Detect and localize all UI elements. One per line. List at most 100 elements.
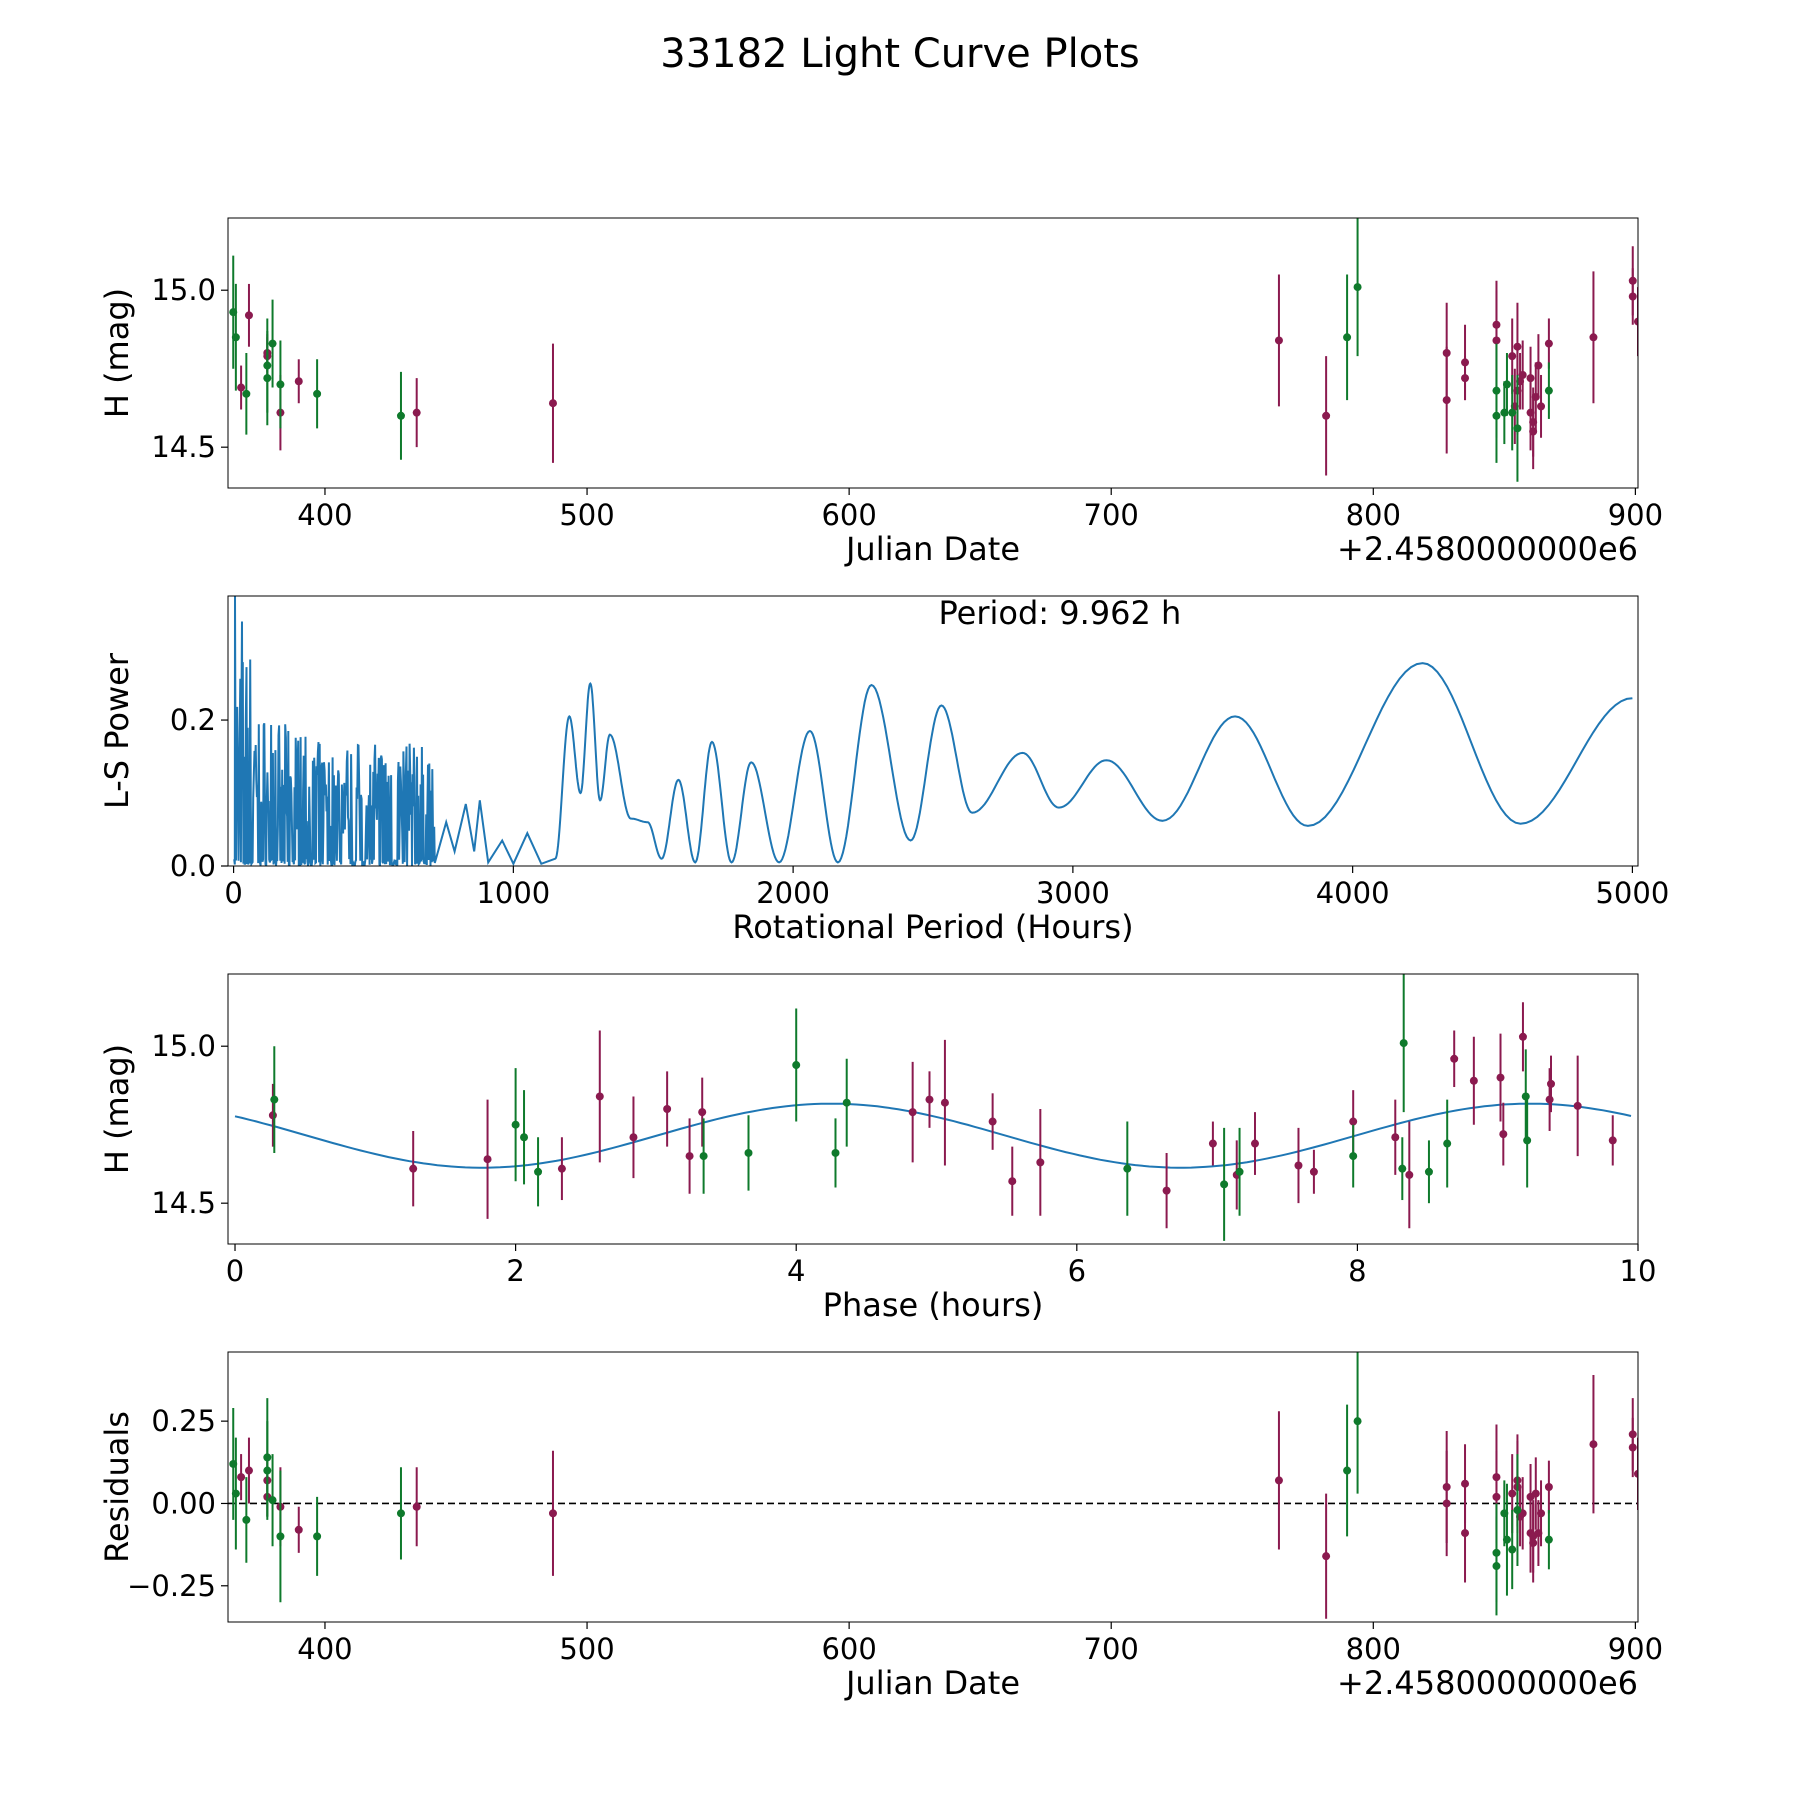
data-point — [1349, 1152, 1358, 1161]
data-point — [842, 1098, 851, 1107]
x-tick-label: 6 — [1068, 1254, 1086, 1288]
data-point — [1274, 336, 1283, 345]
data-point — [242, 1515, 251, 1524]
data-point — [1492, 411, 1501, 420]
data-point — [1521, 1092, 1530, 1101]
data-point — [1589, 1440, 1598, 1449]
x-tick-label: 4000 — [1316, 876, 1390, 910]
y-axis-label: L-S Power — [98, 652, 136, 809]
data-point — [1398, 1164, 1407, 1173]
data-point — [1492, 1562, 1501, 1571]
axes-frame — [227, 595, 1639, 867]
y-tick-label: 0.25 — [151, 1404, 216, 1438]
x-tick-label: 0 — [226, 1254, 244, 1288]
data-point — [237, 1473, 246, 1482]
data-point — [511, 1120, 520, 1129]
data-point — [276, 1532, 285, 1541]
data-point — [1008, 1177, 1017, 1186]
data-point — [988, 1117, 997, 1126]
x-offset-label: +2.4580000000e6 — [1337, 530, 1638, 568]
figure-title: 33182 Light Curve Plots — [660, 31, 1139, 77]
data-point — [1469, 1076, 1478, 1085]
data-point — [629, 1133, 638, 1142]
x-tick-label: 800 — [1346, 1632, 1401, 1666]
data-point — [242, 389, 251, 398]
data-point — [1523, 1136, 1532, 1145]
data-point — [268, 339, 277, 348]
data-point — [1450, 1054, 1459, 1063]
axes-frame — [227, 1351, 1639, 1623]
data-point — [1499, 1130, 1508, 1139]
x-tick-label: 8 — [1348, 1254, 1366, 1288]
y-tick-label: 0.00 — [151, 1486, 216, 1520]
periodogram-line — [233, 596, 1633, 866]
data-point — [313, 389, 322, 398]
x-tick-label: 4 — [787, 1254, 805, 1288]
y-tick-label: 0.0 — [170, 849, 216, 883]
data-point — [1461, 374, 1470, 383]
x-tick-label: 400 — [297, 1632, 352, 1666]
data-point — [698, 1108, 707, 1117]
x-tick-label: 500 — [559, 1632, 614, 1666]
data-point — [1220, 1180, 1229, 1189]
data-point — [1502, 380, 1511, 389]
data-point — [1442, 1499, 1451, 1508]
data-point — [263, 1453, 272, 1462]
plot-area — [234, 974, 1632, 1241]
data-point — [1508, 408, 1517, 417]
y-axis-label: Residuals — [98, 1411, 136, 1563]
data-point — [1309, 1167, 1318, 1176]
y-tick-label: 0.2 — [170, 703, 216, 737]
data-point — [1537, 1509, 1546, 1518]
data-point — [548, 1509, 557, 1518]
x-tick-label: 2 — [506, 1254, 524, 1288]
data-point — [557, 1164, 566, 1173]
data-point — [1508, 352, 1517, 361]
data-point — [1518, 1032, 1527, 1041]
data-point — [270, 1095, 279, 1104]
data-point — [1353, 283, 1362, 292]
data-point — [1442, 349, 1451, 357]
data-point — [276, 380, 285, 389]
data-point — [1492, 1492, 1501, 1501]
data-point — [520, 1133, 529, 1142]
data-point — [244, 311, 253, 320]
data-point — [1343, 1466, 1352, 1475]
data-point — [1235, 1167, 1244, 1176]
data-point — [1513, 424, 1522, 433]
data-point — [1424, 1167, 1433, 1176]
data-point — [699, 1152, 708, 1161]
data-point — [1294, 1161, 1303, 1170]
x-tick-label: 900 — [1608, 1632, 1663, 1666]
data-point — [831, 1148, 840, 1157]
data-point — [1443, 1139, 1452, 1148]
phase-panel: 0 2 4 6 8 10 14.5 15.0 Phase (hours) H (mag) — [98, 973, 1657, 1324]
data-point — [409, 1164, 418, 1173]
x-tick-label: 10 — [1620, 1254, 1657, 1288]
data-point — [1537, 402, 1546, 411]
data-point — [412, 1502, 421, 1511]
plot-area — [228, 1352, 1638, 1619]
data-point — [1518, 370, 1527, 379]
data-point — [1513, 1506, 1522, 1515]
data-point — [1322, 411, 1331, 420]
data-point — [548, 399, 557, 408]
data-point — [940, 1098, 949, 1107]
data-point — [1534, 361, 1543, 370]
data-point — [1322, 1552, 1331, 1561]
data-point — [1343, 333, 1352, 342]
data-point — [268, 1111, 277, 1120]
x-tick-label: 5000 — [1595, 876, 1669, 910]
x-tick-label: 600 — [821, 498, 876, 532]
data-point — [1545, 1095, 1554, 1104]
data-point — [1589, 333, 1598, 342]
data-point — [263, 361, 272, 370]
data-point — [1123, 1164, 1132, 1173]
data-point — [396, 1509, 405, 1518]
data-point — [1502, 1535, 1511, 1544]
x-axis-label: Julian Date — [844, 1664, 1020, 1702]
residuals-panel: 400 500 600 700 800 900 0.25 0.00 −0.25 Julian Da… — [98, 1351, 1663, 1702]
data-point — [908, 1108, 917, 1117]
x-offset-label: +2.4580000000e6 — [1337, 1664, 1638, 1702]
